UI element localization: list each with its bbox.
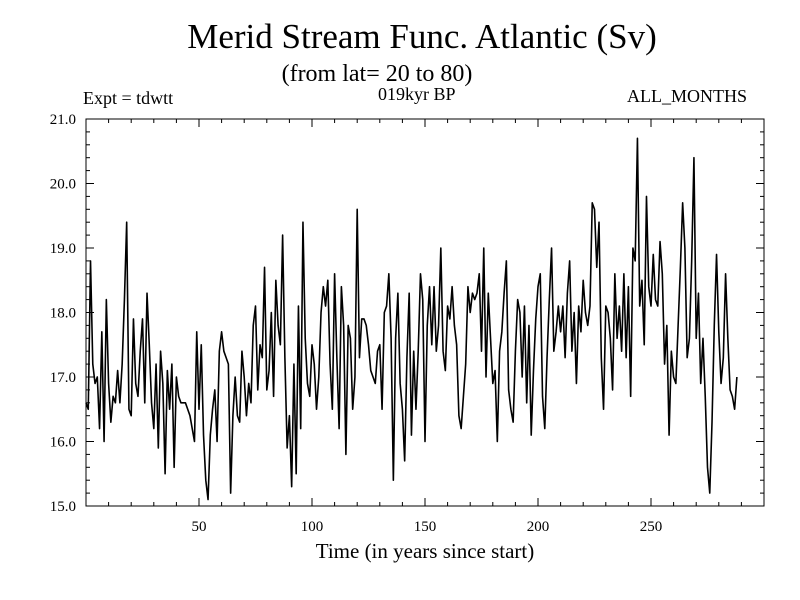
data-series-line [85,137,738,501]
x-tick-label: 250 [640,519,663,535]
y-tick-label: 18.0 [50,306,76,322]
y-tick-label: 19.0 [50,241,76,257]
x-tick-label: 100 [301,519,324,535]
chart-title: Merid Stream Func. Atlantic (Sv) [187,17,657,56]
axis-ticks [86,119,764,506]
y-tick-label: 16.0 [50,435,76,451]
x-tick-label: 200 [527,519,550,535]
y-tick-label: 21.0 [50,112,76,128]
experiment-label: Expt = tdwtt [83,88,174,108]
x-axis-label: Time (in years since start) [315,539,535,563]
y-tick-label: 17.0 [50,370,76,386]
y-tick-label: 15.0 [50,499,76,515]
y-tick-label: 20.0 [50,177,76,193]
chart-subtitle: (from lat= 20 to 80) [281,61,473,87]
period-label: 019kyr BP [378,84,456,104]
x-tick-label: 150 [414,519,437,535]
tick-labels: 50 100 150 200 250 15.0 16.0 17.0 18.0 19.0 20.0 21… [50,112,663,535]
months-label: ALL_MONTHS [627,86,747,106]
x-tick-label: 50 [192,519,207,535]
plot-frame [85,118,765,507]
